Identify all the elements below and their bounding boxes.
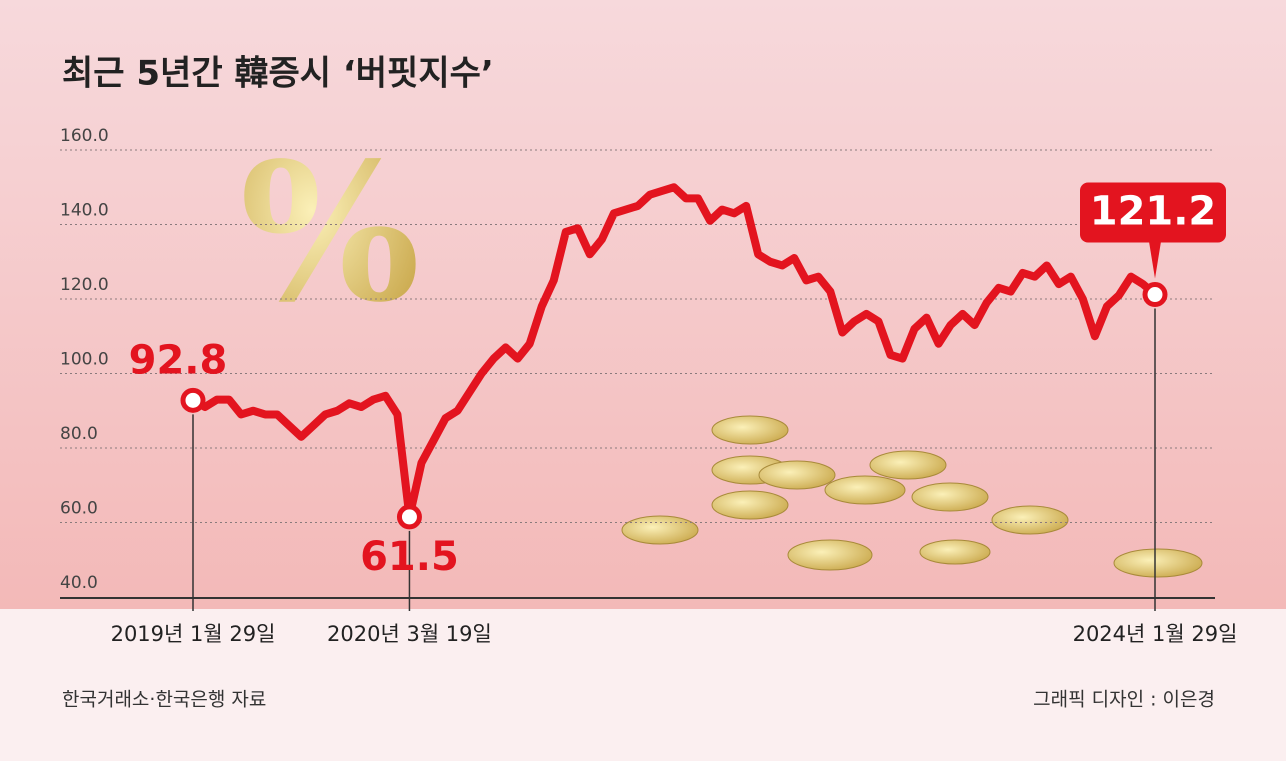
x-tick-label: 2020년 3월 19일 (327, 622, 492, 646)
credit: 그래픽 디자인 : 이은경 (1033, 689, 1215, 711)
y-tick-label: 120.0 (60, 275, 109, 295)
svg-text:%: % (240, 121, 421, 344)
decoration: % (240, 121, 1203, 578)
y-tick-label: 140.0 (60, 201, 109, 221)
y-tick-label: 60.0 (60, 499, 98, 519)
point-marker (396, 504, 422, 530)
y-tick-label: 100.0 (60, 350, 109, 370)
point-marker (180, 387, 206, 413)
data-label: 61.5 (360, 534, 459, 580)
label-box (1080, 182, 1226, 243)
chart-title: 최근 5년간 韓증시 ‘버핏지수’ (62, 54, 494, 94)
label-pointer (1149, 241, 1161, 279)
source: 한국거래소·한국은행 자료 (62, 689, 266, 711)
y-tick-label: 40.0 (60, 573, 98, 593)
data-line (189, 183, 1159, 521)
x-tick-label: 2024년 1월 29일 (1073, 622, 1238, 646)
data-label: 121.2 (1090, 189, 1217, 235)
data-label: 92.8 (129, 337, 228, 383)
y-tick-label: 160.0 (60, 126, 109, 146)
y-tick-label: 80.0 (60, 424, 98, 444)
point-marker (1142, 282, 1168, 308)
x-tick-label: 2019년 1월 29일 (111, 622, 276, 646)
